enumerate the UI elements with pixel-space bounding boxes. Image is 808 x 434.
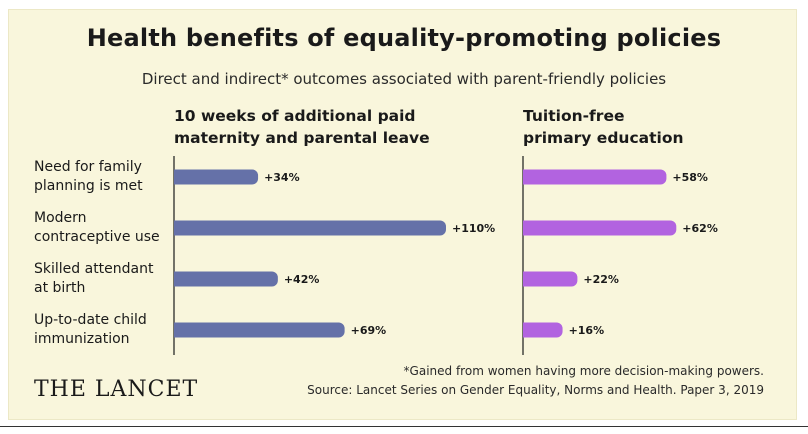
chart-title: Health benefits of equality-promoting po… [86,24,722,52]
category-label: Skilled attendant [34,261,154,277]
data-label: +58% [672,171,708,184]
bar [174,169,259,185]
bar-base [174,220,182,236]
category-label: Modern [34,210,87,226]
category-label: Need for family [34,159,142,175]
panel-title: primary education [523,129,684,147]
bar [523,322,563,338]
bar [174,322,345,338]
panel-title: 10 weeks of additional paid [174,107,416,125]
bar [174,271,278,287]
chart-card [8,9,797,420]
bar-base [174,322,182,338]
bar-base [523,271,531,287]
panel-title: maternity and parental leave [174,129,430,147]
category-label: Up-to-date child [34,312,147,328]
data-label: +69% [351,324,387,337]
bar [523,169,667,185]
bar-base [523,220,531,236]
source-note: Source: Lancet Series on Gender Equality… [307,383,764,397]
category-label: at birth [34,280,85,296]
bar [523,271,578,287]
bar [174,220,446,236]
data-label: +22% [583,273,619,286]
data-label: +110% [452,222,495,235]
category-label: planning is met [34,178,143,194]
data-label: +16% [569,324,605,337]
bar [523,220,677,236]
panel-title: Tuition-free [523,107,624,125]
bar-base [174,169,182,185]
data-label: +62% [682,222,718,235]
bar-base [523,169,531,185]
category-label: contraceptive use [34,229,160,245]
data-label: +34% [264,171,300,184]
bar-base [174,271,182,287]
footnote: *Gained from women having more decision-… [403,364,764,378]
lancet-logo: THE LANCET [34,377,199,402]
bottom-rule [0,426,808,427]
chart-subtitle: Direct and indirect* outcomes associated… [141,70,667,88]
bar-base [523,322,531,338]
category-label: immunization [34,331,130,347]
data-label: +42% [284,273,320,286]
